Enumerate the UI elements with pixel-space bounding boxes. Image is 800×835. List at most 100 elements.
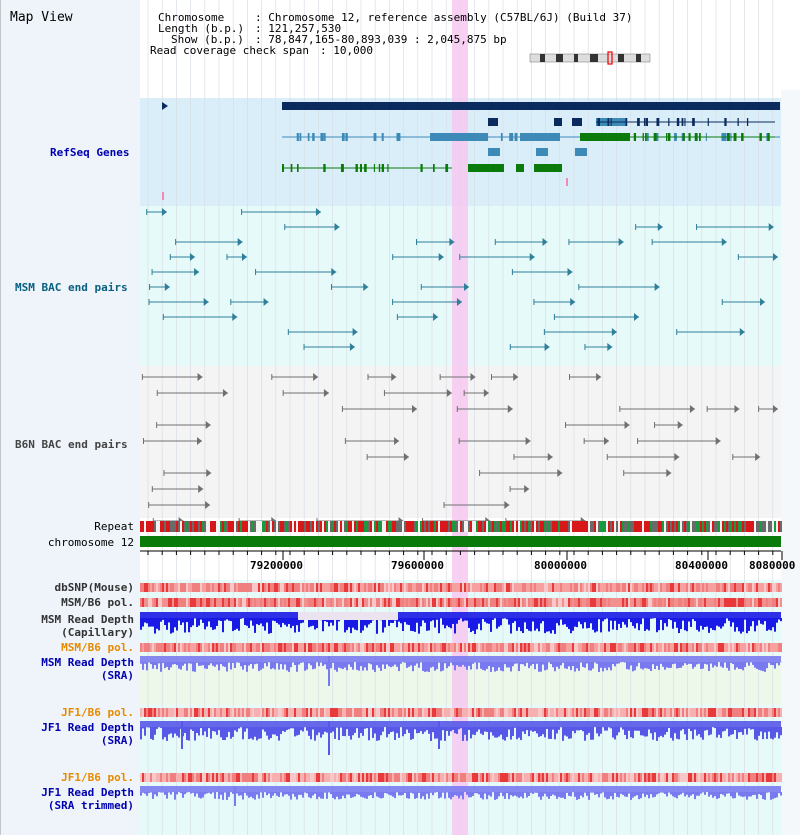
pol-strip-segment	[528, 583, 530, 592]
gene-exon	[634, 102, 637, 110]
pol-strip-segment	[374, 643, 376, 652]
pol-strip-segment	[362, 598, 364, 607]
pol-strip-segment	[600, 643, 602, 652]
pol-strip-segment	[564, 708, 566, 717]
pol-strip-segment	[266, 643, 268, 652]
pol-strip-segment	[538, 708, 540, 717]
gene-exon	[709, 102, 713, 110]
pol-strip-segment	[776, 773, 778, 782]
gene-exon	[610, 118, 612, 126]
pol-strip-segment	[204, 773, 206, 782]
depth-bar	[716, 618, 718, 626]
pol-strip-segment	[334, 708, 336, 717]
depth-bar	[500, 727, 502, 735]
depth-bar	[552, 662, 554, 668]
repeat-segment	[646, 521, 648, 532]
depth-bar	[724, 727, 726, 731]
pol-strip-segment	[142, 708, 144, 717]
depth-bar	[472, 618, 474, 631]
depth-bar	[480, 618, 482, 631]
repeat-segment	[180, 521, 182, 532]
pol-strip-segment	[156, 708, 158, 717]
pol-strip-segment	[202, 583, 204, 592]
pol-strip-segment	[662, 708, 664, 717]
pol-strip-segment	[472, 643, 474, 652]
repeat-segment	[630, 521, 632, 532]
pol-strip-segment	[356, 598, 358, 607]
pol-strip-segment	[268, 583, 270, 592]
jf1-read-depth-sra-label: JF1 Read Depth	[41, 721, 134, 734]
repeat-segment	[588, 521, 590, 532]
depth-bar	[550, 727, 552, 739]
pol-strip-segment	[222, 708, 224, 717]
depth-bar	[164, 792, 166, 795]
depth-bar	[460, 662, 462, 667]
pol-strip-segment	[420, 583, 422, 592]
depth-bar	[558, 618, 560, 626]
repeat-segment	[402, 521, 404, 532]
pol-strip-segment	[634, 583, 636, 592]
depth-bar	[414, 792, 416, 799]
pol-strip-segment	[754, 773, 756, 782]
pol-strip-segment	[622, 708, 624, 717]
pol-strip-segment	[664, 583, 666, 592]
depth-bar	[500, 662, 502, 671]
depth-bar	[162, 662, 164, 664]
repeat-segment	[406, 521, 408, 532]
depth-bar	[552, 727, 554, 730]
pol-strip-segment	[202, 773, 204, 782]
depth-bar	[576, 662, 578, 669]
gene-exon	[323, 133, 325, 141]
pol-strip-segment	[422, 773, 424, 782]
pol-strip-segment	[568, 598, 570, 607]
depth-bar	[488, 662, 490, 667]
pol-strip-segment	[530, 598, 532, 607]
pol-strip-segment	[474, 583, 476, 592]
depth-bar	[232, 618, 234, 632]
depth-bar	[710, 662, 712, 664]
pol-strip-segment	[318, 598, 320, 607]
depth-bar	[558, 727, 560, 730]
pol-strip-segment	[768, 643, 770, 652]
pol-strip-segment	[494, 773, 496, 782]
depth-bar	[176, 792, 178, 795]
gene-exon	[433, 164, 435, 172]
pol-strip-segment	[604, 598, 606, 607]
depth-bar	[242, 662, 244, 670]
depth-bar	[450, 618, 452, 629]
pol-strip-segment	[282, 583, 284, 592]
depth-bar	[490, 792, 492, 797]
pol-strip-segment	[424, 583, 426, 592]
pol-strip-segment	[668, 643, 670, 652]
gene-exon	[574, 102, 577, 110]
pol-strip-segment	[504, 583, 506, 592]
pol-strip-segment	[456, 598, 458, 607]
pol-strip-segment	[606, 583, 608, 592]
pol-strip-segment	[500, 583, 502, 592]
pol-strip-segment	[756, 583, 758, 592]
depth-bar	[252, 618, 254, 626]
depth-bar	[400, 662, 402, 664]
depth-bar	[736, 618, 738, 628]
depth-bar	[480, 792, 482, 798]
pol-strip-segment	[552, 708, 554, 717]
pol-strip-segment	[738, 708, 740, 717]
pol-strip-segment	[746, 708, 748, 717]
pol-strip-segment	[572, 583, 574, 592]
pol-strip-segment	[388, 583, 390, 592]
depth-bar	[266, 662, 268, 667]
pol-strip-segment	[292, 643, 294, 652]
pol-strip-segment	[260, 708, 262, 717]
depth-bar	[762, 727, 764, 740]
repeat-segment	[490, 521, 492, 532]
pol-strip-segment	[522, 583, 524, 592]
pol-strip-segment	[572, 773, 574, 782]
repeat-segment	[436, 521, 438, 532]
pol-strip-segment	[358, 708, 360, 717]
depth-bar	[142, 727, 144, 729]
repeat-segment	[568, 521, 570, 532]
pol-strip-segment	[578, 773, 580, 782]
depth-bar	[730, 618, 732, 627]
depth-bar	[476, 792, 478, 794]
